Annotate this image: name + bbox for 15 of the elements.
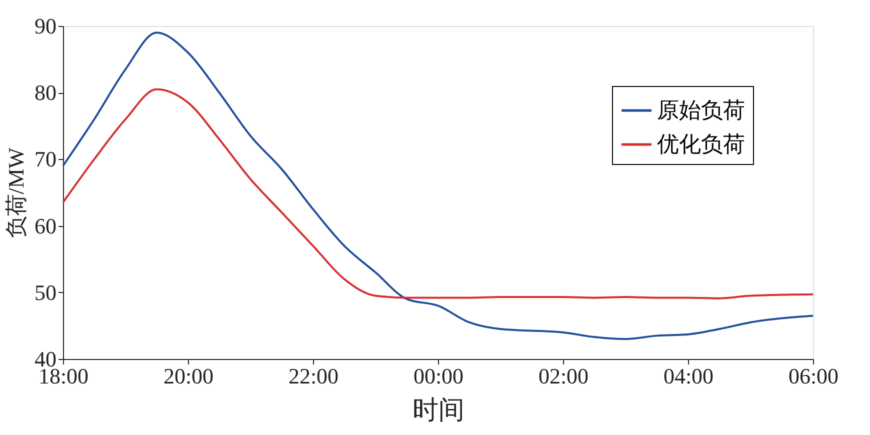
x-axis-title: 时间 xyxy=(412,396,464,424)
y-tick-label: 60 xyxy=(34,213,56,238)
x-tick-label: 22:00 xyxy=(288,364,339,388)
x-tick-label: 02:00 xyxy=(538,364,589,388)
y-tick-label: 70 xyxy=(34,146,56,172)
x-tick-label: 20:00 xyxy=(163,364,214,388)
x-tick-label: 06:00 xyxy=(788,364,839,388)
legend-label: 原始负荷 xyxy=(657,98,745,122)
y-tick-label: 50 xyxy=(34,280,56,305)
x-tick-label: 04:00 xyxy=(663,364,714,388)
y-tick-label: 80 xyxy=(34,80,56,106)
x-tick-label: 00:00 xyxy=(413,364,464,388)
legend-label: 优化负荷 xyxy=(657,132,745,156)
y-tick-label: 90 xyxy=(34,14,56,38)
y-axis-title: 负荷/MW xyxy=(4,148,28,238)
